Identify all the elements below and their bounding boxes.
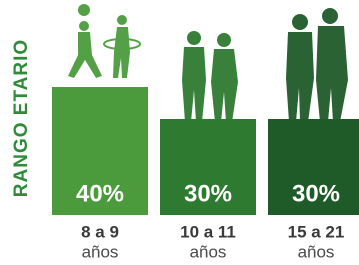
- teens-silhouette: [286, 8, 348, 122]
- category-label: 8 a 9: [81, 222, 119, 241]
- preteens-silhouette: [182, 31, 238, 122]
- chart: RANGO ETARIO 40%8 a 9años30%10 a 11años3…: [0, 0, 359, 265]
- category-label: 10 a 11: [180, 222, 236, 241]
- page: {"chart_data": {"type": "bar", "y_label"…: [0, 0, 359, 265]
- category-sublabel: años: [82, 242, 119, 261]
- category-sublabel: años: [190, 242, 227, 261]
- value-label: 40%: [76, 180, 124, 207]
- value-label: 30%: [292, 180, 340, 207]
- value-label: 30%: [184, 180, 232, 207]
- y-axis-title: RANGO ETARIO: [11, 39, 32, 197]
- category-sublabel: años: [298, 242, 335, 261]
- category-label: 15 a 21: [288, 222, 345, 241]
- kids-silhouette: [68, 4, 140, 78]
